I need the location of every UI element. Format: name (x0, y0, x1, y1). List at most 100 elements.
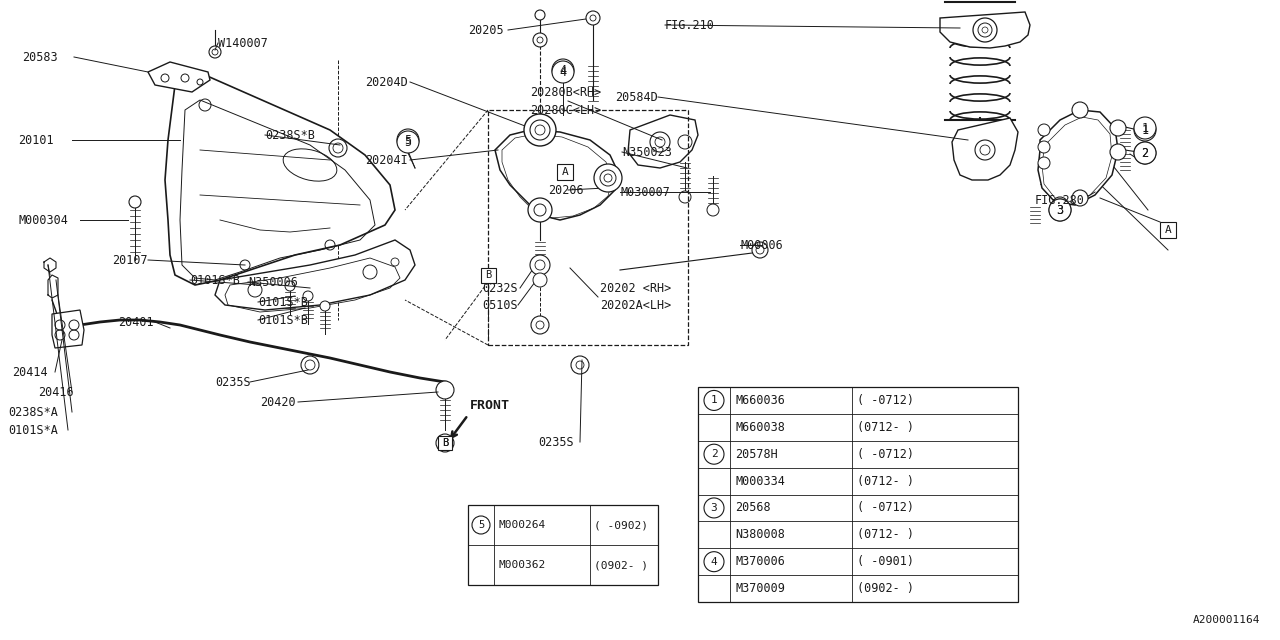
Text: 0101S*B: 0101S*B (259, 314, 308, 326)
Bar (698, 387, 1018, 602)
Text: (0902- ): (0902- ) (594, 560, 648, 570)
Text: M000304: M000304 (18, 214, 68, 227)
Text: 0510S: 0510S (483, 298, 517, 312)
Circle shape (532, 33, 547, 47)
Text: 20584D: 20584D (614, 90, 658, 104)
Text: (0712- ): (0712- ) (858, 475, 914, 488)
Text: 20205: 20205 (468, 24, 503, 36)
Bar (557, 164, 573, 180)
Text: 20280C<LH>: 20280C<LH> (530, 104, 602, 116)
Text: (0712- ): (0712- ) (858, 421, 914, 434)
Circle shape (586, 11, 600, 25)
Circle shape (524, 114, 556, 146)
Bar (488, 110, 689, 345)
Text: ( -0902): ( -0902) (594, 520, 648, 530)
Text: 2: 2 (710, 449, 717, 459)
Text: 2: 2 (1142, 147, 1148, 159)
Circle shape (704, 390, 724, 410)
Text: A: A (562, 167, 568, 177)
Text: 3: 3 (1056, 204, 1064, 216)
Text: N380008: N380008 (735, 528, 785, 541)
Circle shape (301, 356, 319, 374)
Circle shape (209, 46, 221, 58)
Circle shape (320, 301, 330, 311)
Text: FRONT: FRONT (470, 399, 509, 412)
Text: W140007: W140007 (218, 36, 268, 49)
Circle shape (397, 131, 419, 153)
Circle shape (594, 164, 622, 192)
Text: 20568: 20568 (735, 501, 771, 515)
Text: M660038: M660038 (735, 421, 785, 434)
Polygon shape (628, 115, 698, 168)
Text: B: B (485, 270, 492, 280)
Text: FIG.280: FIG.280 (1036, 193, 1085, 207)
Circle shape (285, 281, 294, 291)
Circle shape (1134, 119, 1156, 141)
Polygon shape (495, 130, 618, 220)
Text: 0238S*B: 0238S*B (265, 129, 315, 141)
Circle shape (532, 273, 547, 287)
Text: M00006: M00006 (740, 239, 783, 252)
Text: 5: 5 (404, 136, 412, 148)
Text: 20280B<RH>: 20280B<RH> (530, 86, 602, 99)
Text: 20206: 20206 (548, 184, 584, 196)
Polygon shape (52, 310, 84, 348)
Text: (0712- ): (0712- ) (858, 528, 914, 541)
Text: ( -0712): ( -0712) (858, 448, 914, 461)
Text: 0235S: 0235S (538, 435, 573, 449)
Circle shape (534, 204, 547, 216)
Text: 20204D: 20204D (365, 76, 408, 88)
Text: M000362: M000362 (498, 560, 545, 570)
Text: A: A (1165, 225, 1171, 235)
Circle shape (707, 204, 719, 216)
Circle shape (303, 291, 314, 301)
Text: 0235S: 0235S (215, 376, 251, 388)
Text: 5: 5 (477, 520, 484, 530)
Text: 20107: 20107 (113, 253, 147, 266)
Text: 20101: 20101 (18, 134, 54, 147)
Circle shape (329, 139, 347, 157)
Text: ( -0712): ( -0712) (858, 394, 914, 407)
Circle shape (472, 516, 490, 534)
Text: 1: 1 (1142, 124, 1148, 136)
Circle shape (535, 10, 545, 20)
Text: 20414: 20414 (12, 365, 47, 378)
Text: 3: 3 (710, 503, 717, 513)
Text: 0101S*B: 0101S*B (259, 296, 308, 308)
Circle shape (1038, 157, 1050, 169)
Circle shape (1050, 199, 1071, 221)
Text: 4: 4 (559, 63, 567, 77)
Text: 20202 <RH>: 20202 <RH> (600, 282, 671, 294)
Text: 4: 4 (559, 65, 567, 79)
Circle shape (1110, 144, 1126, 160)
Text: 0232S: 0232S (483, 282, 517, 294)
Circle shape (129, 196, 141, 208)
Circle shape (678, 191, 691, 203)
Text: ( -0901): ( -0901) (858, 555, 914, 568)
Circle shape (530, 255, 550, 275)
Text: 20401: 20401 (118, 316, 154, 328)
Bar (468, 505, 658, 585)
Text: 3: 3 (1056, 204, 1064, 216)
Text: 1: 1 (710, 396, 717, 405)
Text: A200001164: A200001164 (1193, 615, 1260, 625)
Circle shape (1134, 117, 1156, 139)
Text: M030007: M030007 (620, 186, 669, 198)
Text: ( -0712): ( -0712) (858, 501, 914, 515)
Polygon shape (165, 75, 396, 285)
Text: 20578H: 20578H (735, 448, 778, 461)
Circle shape (1050, 199, 1071, 221)
Polygon shape (940, 12, 1030, 48)
Polygon shape (952, 118, 1018, 180)
Text: B: B (442, 438, 448, 448)
Bar (480, 268, 495, 282)
Text: 20202A<LH>: 20202A<LH> (600, 298, 671, 312)
Circle shape (973, 18, 997, 42)
Circle shape (704, 552, 724, 572)
Circle shape (552, 59, 573, 81)
Circle shape (600, 170, 616, 186)
Text: B: B (442, 438, 448, 448)
Text: 0238S*A: 0238S*A (8, 406, 58, 419)
Text: (0902- ): (0902- ) (858, 582, 914, 595)
Polygon shape (1038, 110, 1117, 205)
